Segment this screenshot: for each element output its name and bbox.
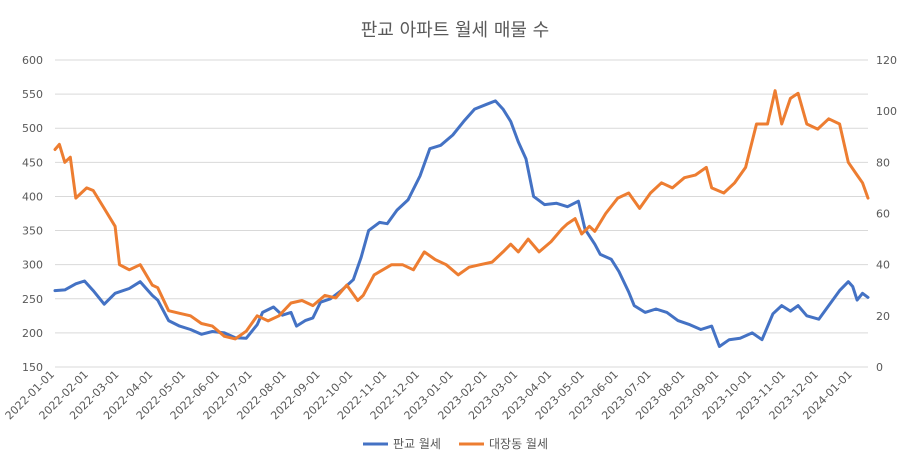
left-tick-label: 550 [22, 88, 43, 101]
left-tick-label: 300 [22, 259, 43, 272]
series-line-2 [53, 89, 870, 341]
left-tick-label: 450 [22, 156, 43, 169]
left-tick-label: 400 [22, 190, 43, 203]
left-tick-label: 350 [22, 225, 43, 238]
left-tick-label: 200 [22, 327, 43, 340]
left-tick-label: 500 [22, 122, 43, 135]
series-line-1 [53, 99, 870, 348]
right-axis-ticks: 0 20 40 60 80 100 120 [876, 54, 897, 374]
left-tick-label: 250 [22, 293, 43, 306]
right-tick-label: 60 [876, 208, 890, 221]
left-tick-label: 150 [22, 361, 43, 374]
right-tick-label: 80 [876, 156, 890, 169]
legend: 판교 월세 대장동 월세 [363, 437, 548, 451]
gridlines [55, 59, 868, 368]
series-lines [53, 89, 870, 348]
legend-label-series-1: 판교 월세 [393, 437, 441, 451]
legend-label-series-2: 대장동 월세 [489, 437, 548, 451]
right-tick-label: 0 [876, 361, 883, 374]
right-tick-label: 100 [876, 105, 897, 118]
chart-title: 판교 아파트 월세 매물 수 [361, 20, 550, 41]
left-tick-label: 600 [22, 54, 43, 67]
right-tick-label: 20 [876, 310, 890, 323]
right-tick-label: 120 [876, 54, 897, 67]
right-tick-label: 40 [876, 259, 890, 272]
left-axis-ticks: 150 200 250 300 350 400 450 500 550 600 [22, 54, 43, 374]
